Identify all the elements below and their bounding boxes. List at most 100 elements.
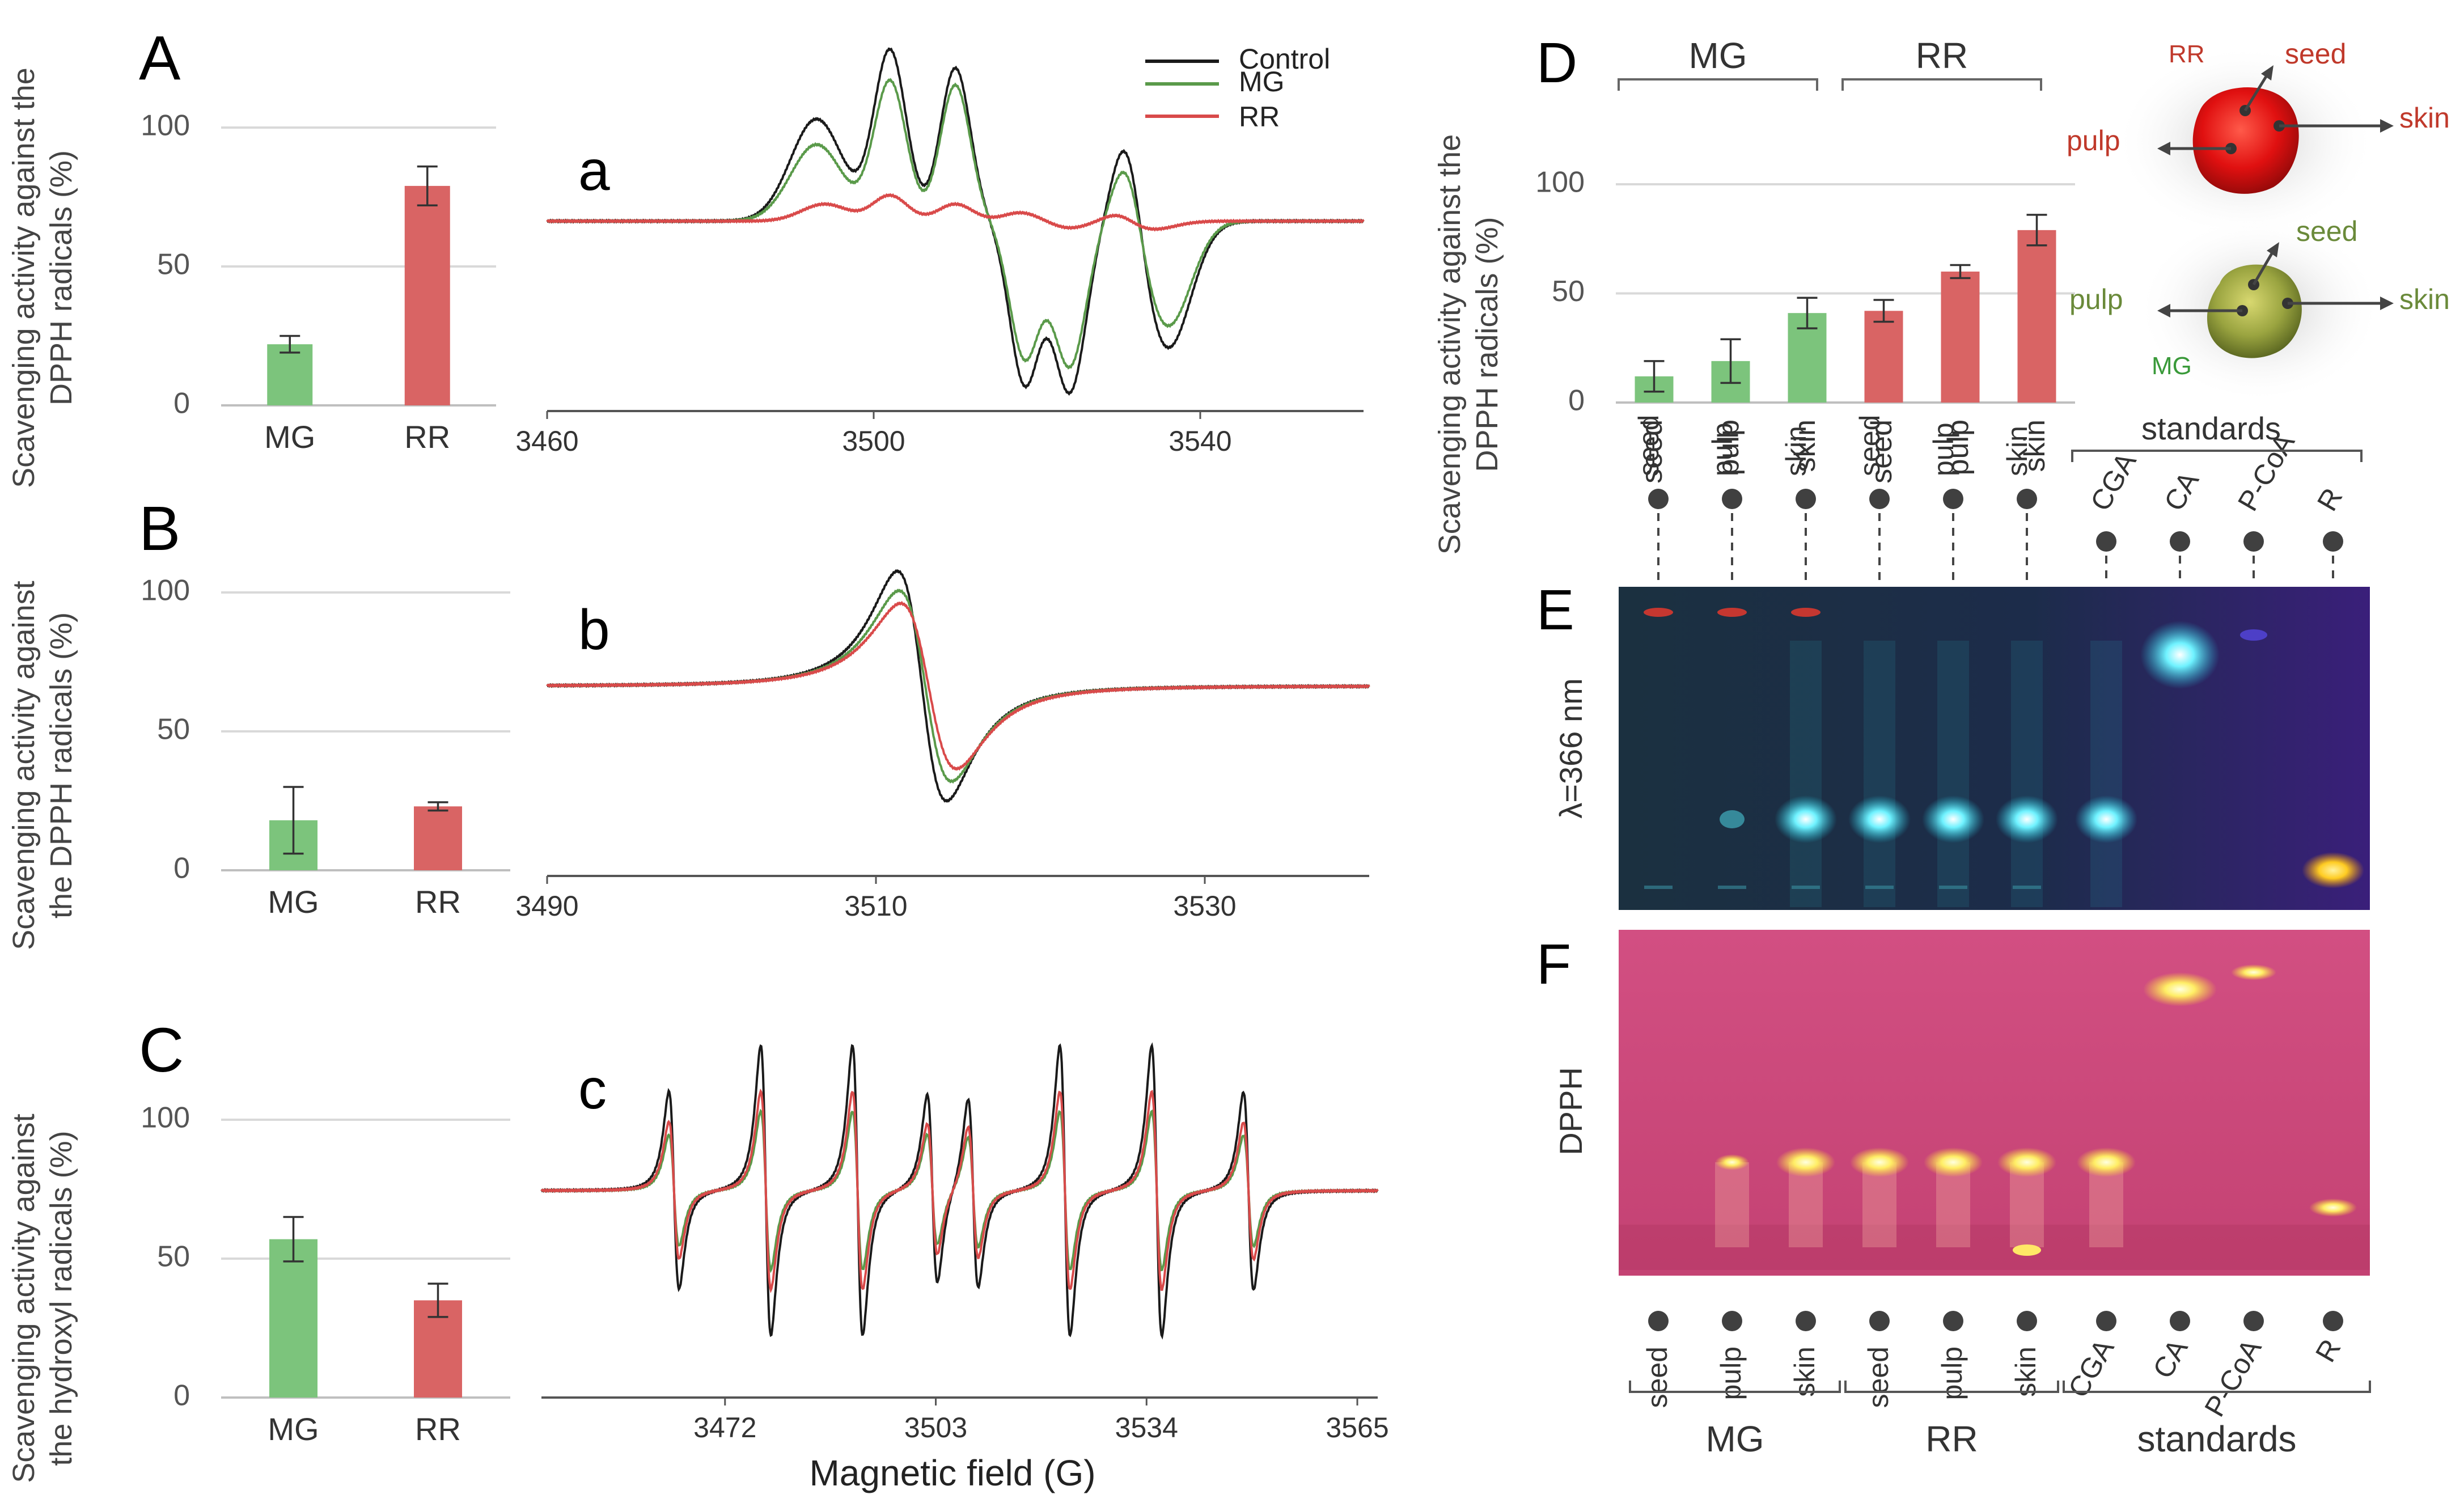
lane-dot-bottom: [2017, 1311, 2037, 1331]
fruit-illustration-rr: RR seed pulp skin: [2067, 38, 2450, 238]
uv-streak: [1864, 641, 1895, 907]
lane-label-bottom: CA: [2147, 1333, 2194, 1384]
uv-plate-label: λ=366 nm: [1553, 678, 1589, 819]
lane-label-top: pulp: [1928, 422, 1959, 476]
uv-spot-cyan: [1922, 795, 1984, 843]
y-axis-title: Scavenging activity against the hydroxyl …: [7, 1114, 78, 1483]
y-tick-label: 0: [1568, 384, 1585, 417]
group-bracket-bottom: [1844, 1381, 2059, 1393]
uv-spot-cyan: [1775, 795, 1837, 843]
x-tick-label: 3565: [1326, 1412, 1388, 1443]
y-axis-title: Scavenging activity against the DPPH radi…: [1433, 134, 1504, 554]
lane-dot-bottom: [2170, 1311, 2190, 1331]
group-label: MG: [1688, 35, 1747, 76]
dpph-spot-r: [2309, 1199, 2357, 1217]
category-label: skin: [1789, 420, 1822, 472]
tlc-plate-uv: [1619, 587, 2370, 910]
lane-dot-top: [1869, 489, 1890, 509]
category-label: MG: [268, 1411, 319, 1447]
category-label: pulp: [1942, 420, 1975, 475]
lane-dot-top: [2243, 531, 2264, 552]
group-bracket-bottom: [1629, 1381, 1841, 1393]
y-tick-label: 50: [157, 248, 190, 281]
bar-skin: [2017, 230, 2056, 403]
y-axis-title-line: the DPPH radicals (%): [44, 612, 78, 918]
y-axis-title-line: DPPH radicals (%): [44, 150, 78, 405]
x-tick-label: 3510: [844, 890, 907, 922]
lane-dot-bottom: [1648, 1311, 1669, 1331]
x-tick-label: 3540: [1169, 425, 1231, 457]
lane-label-bottom: skin: [2010, 1347, 2042, 1397]
y-axis-title-line: Scavenging activity against the: [7, 67, 41, 488]
dpph-streak: [1715, 1162, 1749, 1247]
panel-label-a: a: [578, 139, 610, 202]
category-label: skin: [2018, 420, 2051, 472]
fruit-illustration-mg: MG seed pulp skin: [2069, 215, 2450, 403]
group-bracket: [1618, 78, 1818, 91]
lane-label-bottom: seed: [1862, 1347, 1894, 1408]
dpph-spot: [1924, 1148, 1983, 1177]
rr-seed-label: seed: [2285, 38, 2346, 70]
uv-streak: [2090, 641, 2122, 907]
group-label-bottom: standards: [2137, 1419, 2296, 1459]
rr-fruit-tag: RR: [2169, 40, 2205, 68]
category-label: MG: [268, 884, 319, 920]
bar-chart-A: 0 50 100 MG RR Scavenging activity against th…: [7, 67, 496, 488]
y-tick-label: 100: [141, 1102, 190, 1134]
panel-label-A: A: [139, 23, 181, 93]
bar-mg: [269, 1239, 317, 1398]
panel-label-C: C: [139, 1015, 184, 1085]
dpph-spot: [1997, 1148, 2056, 1177]
category-label: seed: [1865, 420, 1898, 484]
x-tick-label: 3460: [515, 425, 578, 457]
y-tick-label: 100: [1535, 166, 1585, 199]
panel-label-E: E: [1536, 578, 1574, 642]
uv-spot-cyan: [2075, 795, 2137, 843]
lane-label-bottom: P-CoA: [2198, 1333, 2267, 1422]
dpph-spot-ca: [2143, 972, 2217, 1006]
x-tick-label: 3500: [842, 425, 905, 457]
dpph-spot: [2077, 1148, 2136, 1177]
lane-dot-bottom: [2243, 1311, 2264, 1331]
y-axis-title-line: the hydroxyl radicals (%): [44, 1131, 78, 1466]
y-tick-label: 0: [173, 387, 190, 420]
lane-dot-top: [2017, 489, 2037, 509]
lane-label-top: skin: [1780, 426, 1812, 476]
rr-skin-label: skin: [2399, 102, 2450, 134]
bar-seed: [1864, 311, 1903, 403]
standards-label-top: standards: [2141, 410, 2281, 446]
panel-label-b: b: [578, 598, 610, 662]
group-bracket: [1841, 78, 2042, 91]
lane-label-top: seed: [1854, 415, 1886, 476]
y-tick-label: 50: [157, 1240, 190, 1273]
dpph-spot-pcoa: [2231, 964, 2276, 980]
legend-label-mg: MG: [1239, 66, 1285, 98]
y-tick-label: 100: [141, 109, 190, 142]
x-tick-label: 3472: [693, 1412, 756, 1443]
y-axis-title: Scavenging activity against the DPPH radi…: [7, 581, 78, 950]
lane-dot-top: [1722, 489, 1742, 509]
dpph-spot: [1850, 1148, 1909, 1177]
uv-spot-ca: [2140, 621, 2220, 689]
lane-dot-top: [2323, 531, 2343, 552]
uv-spot-red: [1717, 608, 1747, 617]
uv-spot-cyan: [1996, 795, 2058, 843]
category-label: RR: [415, 1411, 461, 1447]
uv-streak: [1937, 641, 1969, 907]
lane-dot-bottom: [1943, 1311, 1963, 1331]
legend: Control MG RR: [1145, 43, 1330, 133]
x-tick-label: 3503: [904, 1412, 967, 1443]
lane-dot-bottom: [2323, 1311, 2343, 1331]
dpph-plate-label: DPPH: [1553, 1067, 1589, 1155]
lane-label-top: seed: [1633, 415, 1665, 476]
lane-dot-top: [1648, 489, 1669, 509]
x-tick-label: 3490: [515, 890, 578, 922]
epr-spectrum-c: 3472 3503 3534 3565: [540, 1042, 1389, 1443]
lane-label-bottom: R: [2309, 1334, 2347, 1367]
lane-label-bottom: seed: [1641, 1347, 1673, 1408]
lane-dot-bottom: [1869, 1311, 1890, 1331]
bar-rr: [404, 185, 450, 405]
panel-label-D: D: [1536, 31, 1577, 95]
dpph-spot-low: [2013, 1244, 2041, 1256]
